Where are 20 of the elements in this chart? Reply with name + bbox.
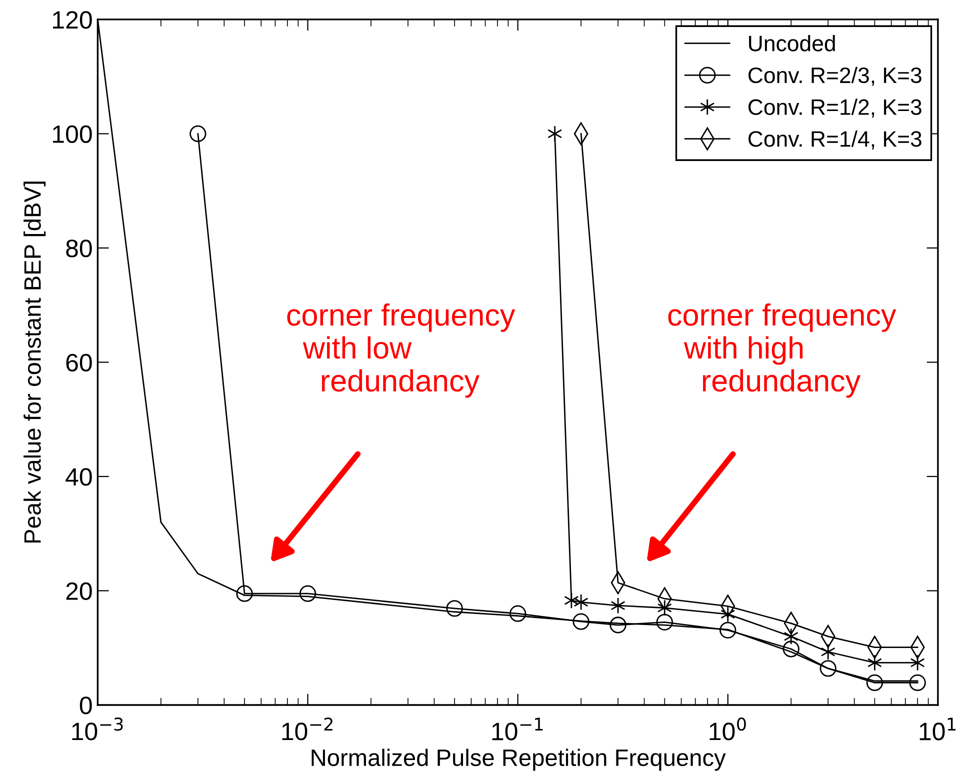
annotation: corner frequency with low redundancy: [287, 303, 516, 398]
x-tick-label: 10$^{1}$: [920, 718, 956, 740]
x-axis-title: Normalized Pulse Repetition Frequency: [312, 748, 726, 771]
y-tick-label: 20: [66, 582, 92, 600]
y-tick-label: 0: [80, 696, 92, 714]
x-tick-label: 10$^{−3}$: [72, 718, 123, 740]
y-tick-label: 120: [53, 11, 92, 29]
legend-label: Conv. R=1/2, K=3: [748, 98, 922, 118]
y-tick-label: 40: [66, 468, 92, 486]
y-tick-label: 60: [66, 354, 92, 372]
y-tick-label: 80: [66, 240, 92, 258]
y-axis-title: Peak value for constant BEP [dBV]: [24, 182, 46, 543]
x-tick-label: 10$^{0}$: [710, 718, 746, 740]
x-tick-label: 10$^{−2}$: [282, 718, 332, 740]
y-tick-label: 100: [53, 125, 92, 144]
legend-label: Conv. R=1/4, K=3: [748, 130, 922, 150]
legend-label: Conv. R=2/3, K=3: [748, 66, 922, 86]
legend-label: Uncoded: [749, 35, 835, 52]
x-tick-label: 10$^{−1}$: [492, 718, 543, 740]
annotation: corner frequency with high redundancy: [668, 303, 896, 398]
